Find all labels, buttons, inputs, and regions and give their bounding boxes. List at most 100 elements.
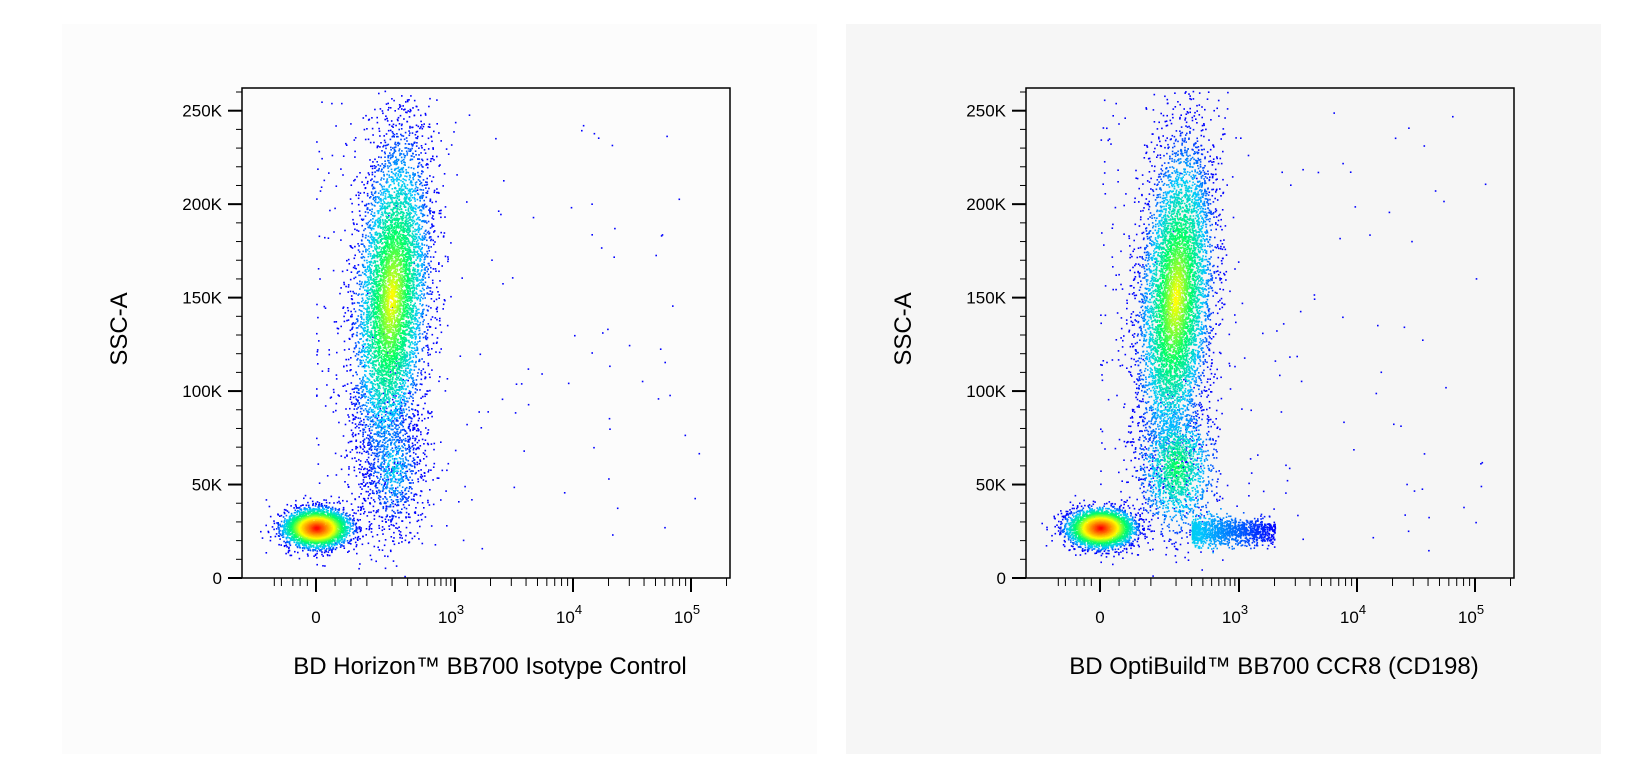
event-dot — [405, 137, 408, 139]
event-dot — [312, 550, 314, 552]
event-dot — [399, 533, 401, 536]
event-dot — [319, 190, 322, 192]
event-dot — [351, 388, 354, 391]
event-dot — [416, 257, 419, 260]
event-dot — [362, 379, 364, 381]
event-dot — [374, 158, 376, 161]
event-dot — [335, 474, 338, 476]
event-dot — [398, 426, 401, 429]
event-dot — [376, 449, 378, 452]
event-dot — [342, 540, 345, 543]
event-dot — [612, 534, 614, 536]
event-dot — [391, 488, 393, 491]
event-dot — [357, 535, 360, 538]
event-dot — [358, 423, 360, 426]
event-dot — [369, 442, 372, 445]
event-dot — [358, 194, 360, 197]
event-dot — [308, 504, 310, 507]
event-dot — [415, 288, 418, 290]
event-dot — [396, 197, 399, 200]
event-dot — [402, 453, 404, 455]
event-dot — [402, 415, 404, 417]
event-dot — [342, 516, 345, 519]
event-dot — [371, 366, 374, 369]
event-dot — [413, 317, 416, 319]
event-dot — [285, 532, 288, 534]
event-dot — [424, 112, 427, 115]
event-dot — [365, 534, 367, 536]
event-dot — [409, 132, 411, 134]
event-dot — [385, 410, 388, 413]
event-dot — [661, 234, 664, 236]
event-dot — [378, 419, 380, 422]
event-dot — [419, 476, 422, 478]
event-dot — [406, 470, 409, 473]
event-dot — [414, 190, 417, 193]
event-dot — [371, 210, 373, 213]
event-dot — [353, 347, 356, 350]
event-dot — [384, 118, 386, 121]
event-dot — [393, 480, 395, 483]
event-dot — [359, 513, 362, 515]
event-dot — [415, 236, 418, 239]
event-dot — [427, 410, 429, 413]
event-dot — [323, 179, 326, 182]
event-dot — [329, 209, 331, 212]
event-dot — [285, 533, 287, 535]
event-dot — [408, 468, 411, 471]
event-dot — [408, 451, 411, 453]
event-dot — [415, 218, 418, 221]
event-dot — [366, 276, 369, 278]
event-dot — [364, 375, 367, 377]
event-dot — [376, 210, 379, 212]
event-dot — [421, 158, 423, 161]
event-dot — [421, 358, 423, 360]
event-dot — [421, 263, 423, 265]
event-dot — [387, 156, 389, 159]
event-dot — [417, 193, 420, 196]
event-dot — [406, 373, 408, 376]
event-dot — [269, 539, 272, 542]
event-dot — [367, 138, 370, 141]
event-dot — [412, 361, 414, 363]
event-dot — [392, 172, 395, 175]
event-dot — [414, 133, 417, 136]
event-dot — [285, 520, 288, 522]
event-dot — [415, 307, 417, 309]
event-dot — [417, 514, 420, 516]
event-dot — [365, 437, 368, 439]
event-dot — [438, 380, 440, 383]
event-dot — [388, 174, 390, 176]
event-dot — [462, 539, 465, 542]
event-dot — [383, 402, 386, 404]
event-dot — [445, 148, 448, 150]
event-dot — [416, 189, 419, 191]
event-dot — [405, 147, 408, 149]
event-dot — [357, 399, 359, 402]
event-dot — [288, 547, 290, 550]
event-dot — [357, 230, 360, 232]
event-dot — [349, 393, 352, 395]
event-dot — [395, 464, 398, 466]
event-dot — [351, 403, 353, 405]
event-dot — [375, 421, 377, 424]
event-dot — [371, 221, 374, 223]
event-dot — [591, 203, 593, 205]
event-dot — [374, 383, 377, 386]
event-dot — [438, 263, 440, 265]
event-dot — [433, 159, 435, 161]
event-dot — [376, 398, 379, 401]
event-dot — [371, 429, 373, 432]
event-dot — [380, 516, 383, 518]
event-dot — [368, 245, 370, 247]
event-dot — [391, 171, 393, 173]
event-dot — [380, 465, 382, 467]
event-dot — [405, 209, 407, 211]
event-dot — [362, 481, 365, 483]
event-dot — [378, 217, 381, 219]
event-dot — [405, 534, 407, 537]
event-dot — [416, 347, 419, 350]
event-dot — [287, 532, 289, 535]
event-dot — [410, 470, 413, 472]
event-dot — [420, 114, 422, 117]
